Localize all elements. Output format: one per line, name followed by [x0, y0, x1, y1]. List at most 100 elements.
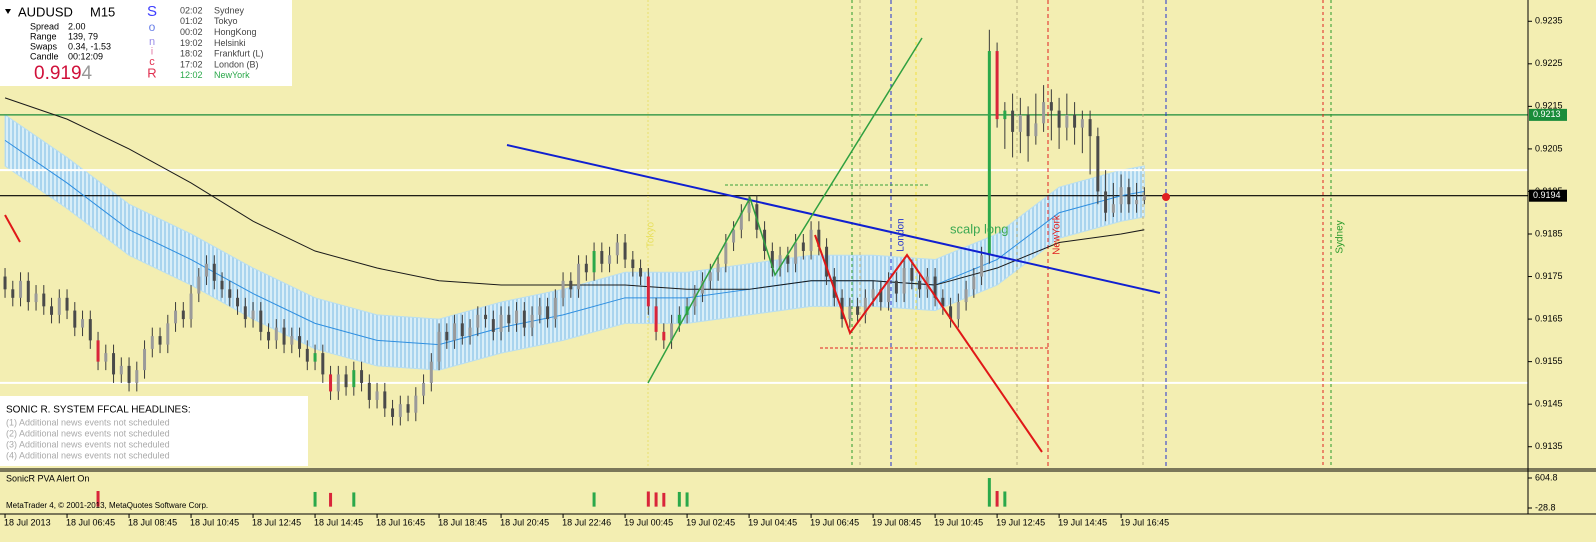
- price-main: 0.919: [34, 63, 82, 84]
- candle-body: [259, 310, 263, 332]
- candle-body: [236, 297, 240, 307]
- candle-body: [251, 310, 255, 320]
- y-tick-label: 604.8: [1535, 472, 1558, 482]
- candle-body: [267, 331, 271, 341]
- candle-body: [1142, 195, 1146, 200]
- candle-body: [305, 348, 309, 362]
- candle-body: [65, 297, 69, 311]
- moving-averages: [4, 97, 1145, 346]
- candle-body: [693, 293, 697, 307]
- sonic-letter: c: [149, 56, 155, 68]
- headline: (2) Additional news events not scheduled: [6, 428, 170, 438]
- session-city: Sydney: [214, 5, 245, 15]
- headline: (4) Additional news events not scheduled: [6, 450, 170, 460]
- candle-body: [569, 280, 573, 290]
- candle-body: [429, 361, 433, 383]
- candle-body: [856, 306, 860, 315]
- candle-body: [88, 319, 92, 341]
- candle-body: [1049, 102, 1053, 111]
- candle-body: [1026, 114, 1030, 137]
- candle-body: [313, 353, 317, 362]
- x-tick-label: 19 Jul 00:45: [624, 517, 673, 527]
- y-tick-label: 0.9185: [1535, 228, 1563, 238]
- candle-body: [654, 306, 658, 332]
- volume-bar: [313, 491, 317, 507]
- candle-body: [453, 323, 457, 341]
- moving-average: [4, 97, 1145, 290]
- info-value: 2.00: [68, 21, 86, 31]
- candle-body: [956, 302, 960, 320]
- session-label: Sydney: [1335, 220, 1346, 253]
- candle-body: [329, 374, 333, 392]
- x-tick-label: 18 Jul 2013: [4, 517, 51, 527]
- headlines-lines: (1) Additional news events not scheduled…: [6, 417, 170, 460]
- candle-body: [995, 51, 999, 120]
- candle-body: [445, 331, 449, 341]
- drawings: [4, 37, 1170, 453]
- candle-body: [708, 272, 712, 281]
- candle-body: [879, 289, 883, 303]
- sonic-letters: SonicR: [147, 3, 157, 80]
- candle-body: [282, 327, 286, 345]
- candle-body: [228, 289, 232, 298]
- candle-body: [212, 263, 216, 281]
- candle-body: [336, 374, 340, 392]
- candle-body: [150, 336, 154, 349]
- session-time: 02:02: [180, 5, 203, 15]
- info-label: Range: [30, 31, 57, 41]
- volume-window: [96, 478, 1007, 507]
- x-tick-label: 18 Jul 06:45: [66, 517, 115, 527]
- session-time: 19:02: [180, 38, 203, 48]
- volume-bar: [96, 491, 100, 507]
- candle-body: [181, 310, 185, 320]
- session-times: 02:02 Sydney 01:02 Tokyo 00:02 HongKong 19:02 H…: [180, 5, 264, 80]
- volume-bar: [646, 491, 650, 507]
- candles: [3, 29, 1146, 426]
- candle-body: [468, 327, 472, 337]
- candle-body: [26, 280, 30, 303]
- price-marker: [1162, 193, 1170, 201]
- sonic-letter: i: [151, 47, 153, 58]
- candle-body: [205, 263, 209, 277]
- candle-body: [507, 314, 511, 324]
- candle-body: [538, 306, 542, 315]
- candle-body: [484, 314, 488, 320]
- candle-body: [11, 289, 15, 298]
- x-tick-label: 19 Jul 14:45: [1058, 517, 1107, 527]
- candle-body: [143, 348, 147, 371]
- trend-line: [814, 234, 1043, 453]
- y-tick-label: 0.9165: [1535, 313, 1563, 323]
- session-label: NewYork: [1052, 214, 1063, 255]
- session-time: 12:02: [180, 70, 203, 80]
- candle-body: [344, 374, 348, 388]
- candle-body: [980, 255, 984, 277]
- candle-body: [887, 280, 891, 303]
- dropdown-icon: [5, 9, 11, 14]
- candle-body: [1003, 110, 1007, 120]
- candle-body: [119, 365, 123, 375]
- info-value: 0.34, -1.53: [68, 41, 111, 51]
- x-tick-label: 19 Jul 12:45: [996, 517, 1045, 527]
- candle-body: [352, 370, 356, 388]
- volume-bar: [1003, 491, 1007, 507]
- x-tick-label: 19 Jul 06:45: [810, 517, 859, 527]
- candle-body: [81, 319, 85, 328]
- x-tick-label: 18 Jul 16:45: [376, 517, 425, 527]
- x-tick-label: 19 Jul 02:45: [686, 517, 735, 527]
- candle-body: [1111, 204, 1115, 213]
- candle-body: [1096, 136, 1100, 192]
- y-tick-label: 0.9205: [1535, 143, 1563, 153]
- candle-body: [3, 276, 7, 290]
- trend-line: [4, 214, 21, 243]
- info-value: 139, 79: [68, 31, 98, 41]
- y-tick-label: 0.9135: [1535, 441, 1563, 451]
- candle-body: [786, 255, 790, 264]
- candle-body: [670, 323, 674, 341]
- y-tick-label: 0.9175: [1535, 271, 1563, 281]
- info-label: Spread: [30, 21, 59, 31]
- price-tag-label: 0.9213: [1533, 109, 1561, 119]
- candle-body: [34, 293, 38, 303]
- candle-body: [987, 51, 991, 256]
- candle-body: [491, 319, 495, 332]
